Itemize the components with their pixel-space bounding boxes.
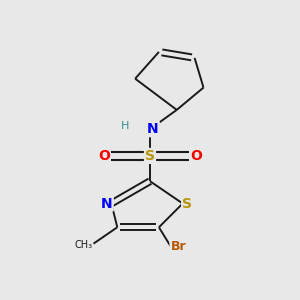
Text: O: O [190,149,202,163]
Text: H: H [121,121,129,131]
Text: N: N [147,122,159,136]
Text: S: S [182,196,192,211]
Text: N: N [101,196,113,211]
Text: CH₃: CH₃ [74,240,92,250]
Text: O: O [98,149,110,163]
Text: Br: Br [170,240,186,253]
Text: S: S [145,149,155,163]
